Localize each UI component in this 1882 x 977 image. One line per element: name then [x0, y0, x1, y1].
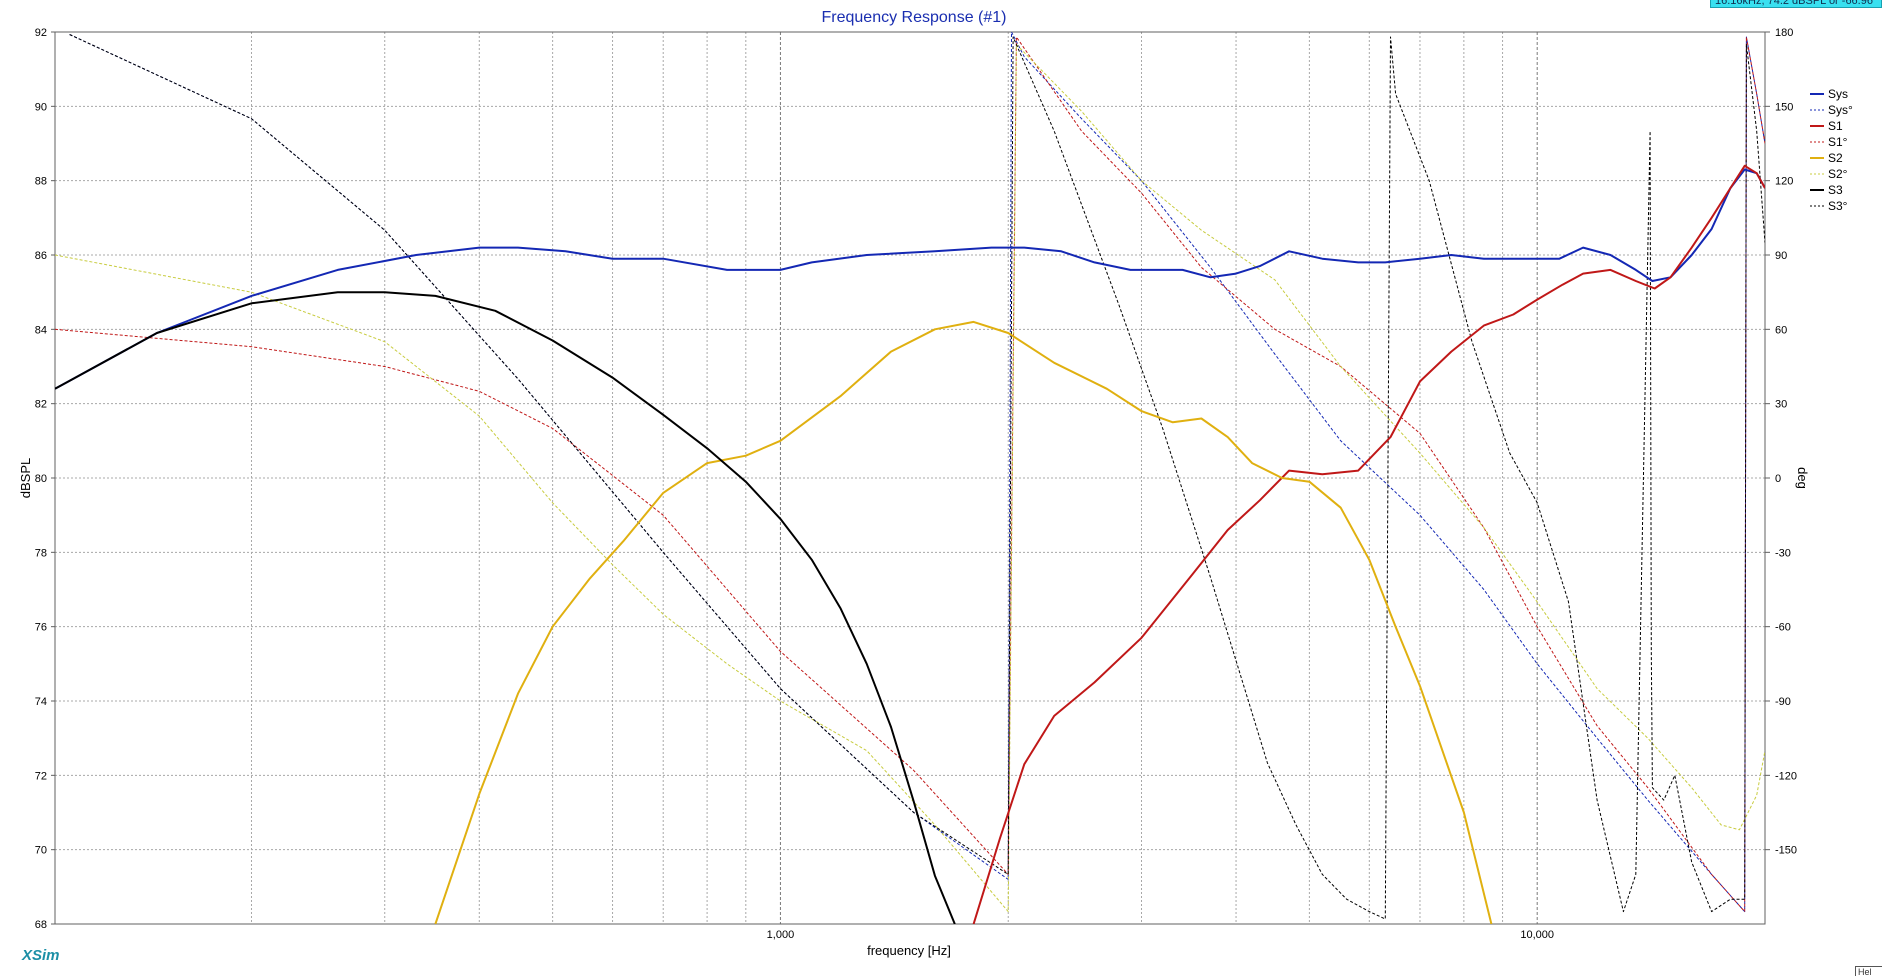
y-tick-label: 84: [35, 324, 47, 336]
x-axis-label: frequency [Hz]: [867, 943, 951, 958]
y2-tick-label: -30: [1775, 547, 1791, 559]
y-tick-label: 74: [35, 696, 47, 708]
cursor-readout: 16.16kHz, 74.2 dBSPL or -66.96: [1710, 0, 1882, 8]
y-tick-label: 68: [35, 919, 47, 931]
y-tick-label: 90: [35, 101, 47, 113]
series-line-sys: [55, 168, 1765, 390]
y-tick-label: 80: [35, 473, 47, 485]
legend-label-s3-phase: S3°: [1828, 199, 1848, 213]
y2-tick-label: 90: [1775, 250, 1787, 262]
y2-tick-label: 120: [1775, 176, 1793, 188]
y2-tick-label: 150: [1775, 101, 1793, 113]
y-tick-label: 70: [35, 845, 47, 857]
legend-label-s1: S1: [1828, 119, 1843, 133]
help-corner: Hel: [1855, 966, 1882, 977]
y2-tick-label: 0: [1775, 473, 1781, 485]
x-tick-label: 1,000: [767, 929, 795, 941]
x-tick-label: 10,000: [1520, 929, 1554, 941]
y-axis-label: dBSPL: [18, 458, 33, 498]
y-tick-label: 72: [35, 770, 47, 782]
y-tick-label: 86: [35, 250, 47, 262]
series-line-s3: [55, 291, 956, 924]
legend-label-s1-phase: S1°: [1828, 135, 1848, 149]
series-layer: [55, 32, 1765, 924]
legend-label-sys: Sys: [1828, 87, 1848, 101]
app-logo: XSim: [22, 947, 60, 964]
series-line-s2-phase: [55, 43, 1765, 913]
y-tick-label: 76: [35, 622, 47, 634]
series-line-s3-phase: [69, 34, 1765, 920]
legend-label-s2: S2: [1828, 151, 1843, 165]
y2-tick-label: -90: [1775, 696, 1791, 708]
y2-tick-label: -120: [1775, 770, 1797, 782]
y-tick-label: 88: [35, 176, 47, 188]
legend-label-sys-phase: Sys°: [1828, 103, 1853, 117]
series-line-s1: [972, 164, 1765, 924]
y-tick-label: 82: [35, 399, 47, 411]
legend-label-s2-phase: S2°: [1828, 167, 1848, 181]
y2-tick-label: 60: [1775, 324, 1787, 336]
y-tick-label: 78: [35, 547, 47, 559]
legend-label-s3: S3: [1828, 183, 1843, 197]
y2-tick-label: 180: [1775, 27, 1793, 39]
y2-tick-label: 30: [1775, 399, 1787, 411]
y2-axis-label: deg: [1795, 467, 1810, 489]
axis-ticks: 68 70 72 74 76 78 80 82 84 86 88 90 92 -150 -120 -90 -60…: [35, 27, 1797, 941]
y2-tick-label: -150: [1775, 845, 1797, 857]
y-tick-label: 92: [35, 27, 47, 39]
series-line-s2: [434, 320, 1493, 924]
y2-tick-label: -60: [1775, 622, 1791, 634]
chart-title: Frequency Response (#1): [822, 9, 1007, 26]
legend: Sys Sys° S1 S1° S2 S2° S3 S3°: [1810, 87, 1853, 213]
series-line-s1-phase: [55, 36, 1765, 913]
